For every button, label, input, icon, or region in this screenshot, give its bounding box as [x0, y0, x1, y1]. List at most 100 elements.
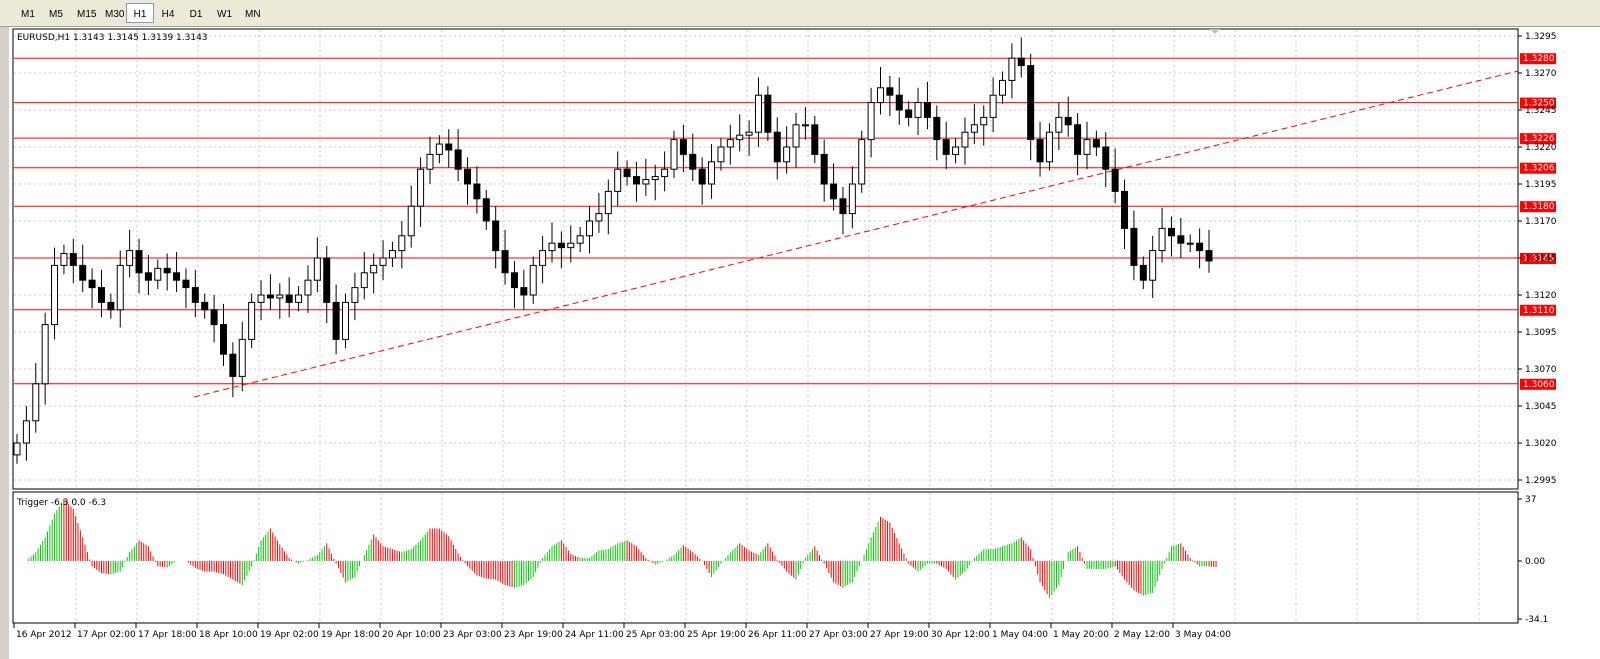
candle: [726, 124, 734, 165]
candle: [529, 256, 537, 304]
time-tick-label: 25 Apr 03:00: [626, 630, 685, 640]
price-chart[interactable]: 1.3280 1.3250 1.3226 1.3206 1.3180 1.3145 1.31…: [9, 27, 1600, 659]
candle: [1186, 234, 1194, 253]
candle: [22, 406, 30, 461]
candle: [952, 138, 960, 164]
candle: [745, 120, 753, 156]
timeframe-m30-button[interactable]: M30: [98, 3, 126, 23]
candle: [210, 295, 218, 343]
candle: [342, 293, 350, 349]
candle: [905, 101, 913, 127]
timeframe-w1-button[interactable]: W1: [210, 3, 238, 23]
candle: [88, 268, 96, 309]
candle: [811, 115, 819, 164]
level-price-label: 1.3180: [1523, 202, 1555, 212]
price-tick-label: 1.3120: [1525, 291, 1557, 301]
candle: [1149, 235, 1157, 298]
level-price-label: 1.3226: [1523, 134, 1555, 144]
candle: [1196, 228, 1204, 269]
candle: [933, 105, 941, 161]
candle: [116, 250, 124, 328]
candle: [717, 138, 725, 171]
candle: [1064, 96, 1072, 137]
candle: [858, 130, 866, 193]
trigger-histogram: [28, 499, 1217, 599]
timeframe-m1-button[interactable]: M1: [14, 3, 42, 23]
timeframe-m15-button[interactable]: M15: [70, 3, 98, 23]
candle: [970, 104, 978, 145]
timeframe-d1-button[interactable]: D1: [182, 3, 210, 23]
candle: [923, 81, 931, 130]
horizontal-levels: 1.3280 1.3250 1.3226 1.3206 1.3180 1.3145 1.31…: [14, 53, 1556, 390]
candle: [351, 272, 359, 321]
level-price-badge: [1520, 201, 1556, 213]
time-tick-label: 17 Apr 18:00: [138, 630, 197, 640]
candle: [510, 260, 518, 309]
candlesticks: [13, 37, 1213, 464]
candle: [614, 151, 622, 207]
candle: [698, 157, 706, 205]
indicator-tick-label: 0.00: [1525, 557, 1545, 567]
candle: [661, 151, 669, 192]
timeframe-m5-button[interactable]: M5: [42, 3, 70, 23]
candle: [867, 87, 875, 158]
candle: [445, 129, 453, 168]
candle: [332, 284, 340, 355]
level-price-badge: [1520, 162, 1556, 174]
level-price-label: 1.3250: [1523, 99, 1555, 109]
candle: [501, 229, 509, 285]
indicator-title: Trigger -6.3 0.0 -6.3: [16, 498, 106, 508]
candle: [360, 252, 368, 300]
shift-marker-icon[interactable]: [1210, 29, 1220, 34]
candle: [679, 124, 687, 173]
candle: [370, 253, 378, 294]
candle: [736, 114, 744, 152]
time-tick-label: 27 Apr 03:00: [809, 630, 868, 640]
candle: [548, 222, 556, 263]
candle: [754, 77, 762, 147]
candle: [1036, 121, 1044, 177]
indicator-tick-label: -34.1: [1525, 615, 1548, 625]
price-tick-label: 1.3095: [1525, 328, 1557, 338]
time-axis: 16 Apr 2012 17 Apr 02:00 17 Apr 18:00 18 Ap…: [13, 623, 1231, 640]
price-tick-label: 1.3220: [1525, 143, 1557, 153]
trend-line[interactable]: [193, 70, 1519, 398]
candle: [135, 238, 143, 294]
candle: [304, 265, 312, 313]
candle: [830, 163, 838, 211]
timeframe-mn-button[interactable]: MN: [238, 3, 266, 23]
price-tick-label: 1.3295: [1525, 32, 1557, 42]
time-tick-label: 23 Apr 19:00: [504, 630, 563, 640]
candle: [248, 293, 256, 349]
candle: [163, 253, 171, 291]
candle: [1017, 37, 1025, 78]
candle: [313, 237, 321, 293]
candle: [464, 157, 472, 205]
candle: [191, 269, 199, 318]
candle: [285, 277, 293, 318]
candle: [567, 225, 575, 263]
price-tick-label: 1.3145: [1525, 254, 1557, 264]
level-price-badge: [1520, 253, 1556, 264]
candle: [961, 117, 969, 165]
level-price-label: 1.3280: [1523, 54, 1555, 64]
level-price-label: 1.3060: [1523, 380, 1555, 390]
level-price-badge: [1520, 97, 1556, 109]
candle: [839, 186, 847, 235]
candle: [1139, 256, 1147, 290]
candle: [801, 107, 809, 140]
candle: [632, 161, 640, 202]
candle: [219, 303, 227, 367]
candle: [60, 244, 68, 275]
price-tick-label: 1.3245: [1525, 106, 1557, 116]
time-tick-label: 2 May 12:00: [1114, 630, 1170, 640]
price-tick-label: 1.3045: [1525, 402, 1557, 412]
timeframe-h4-button[interactable]: H4: [154, 3, 182, 23]
time-tick-label: 3 May 04:00: [1175, 630, 1231, 640]
time-tick-label: 27 Apr 19:00: [870, 630, 929, 640]
level-price-badge: [1520, 378, 1556, 390]
timeframe-h1-button[interactable]: H1: [126, 3, 154, 23]
chart-window[interactable]: 1.3280 1.3250 1.3226 1.3206 1.3180 1.3145 1.31…: [9, 27, 1600, 659]
candle: [764, 86, 772, 142]
candle: [604, 179, 612, 235]
